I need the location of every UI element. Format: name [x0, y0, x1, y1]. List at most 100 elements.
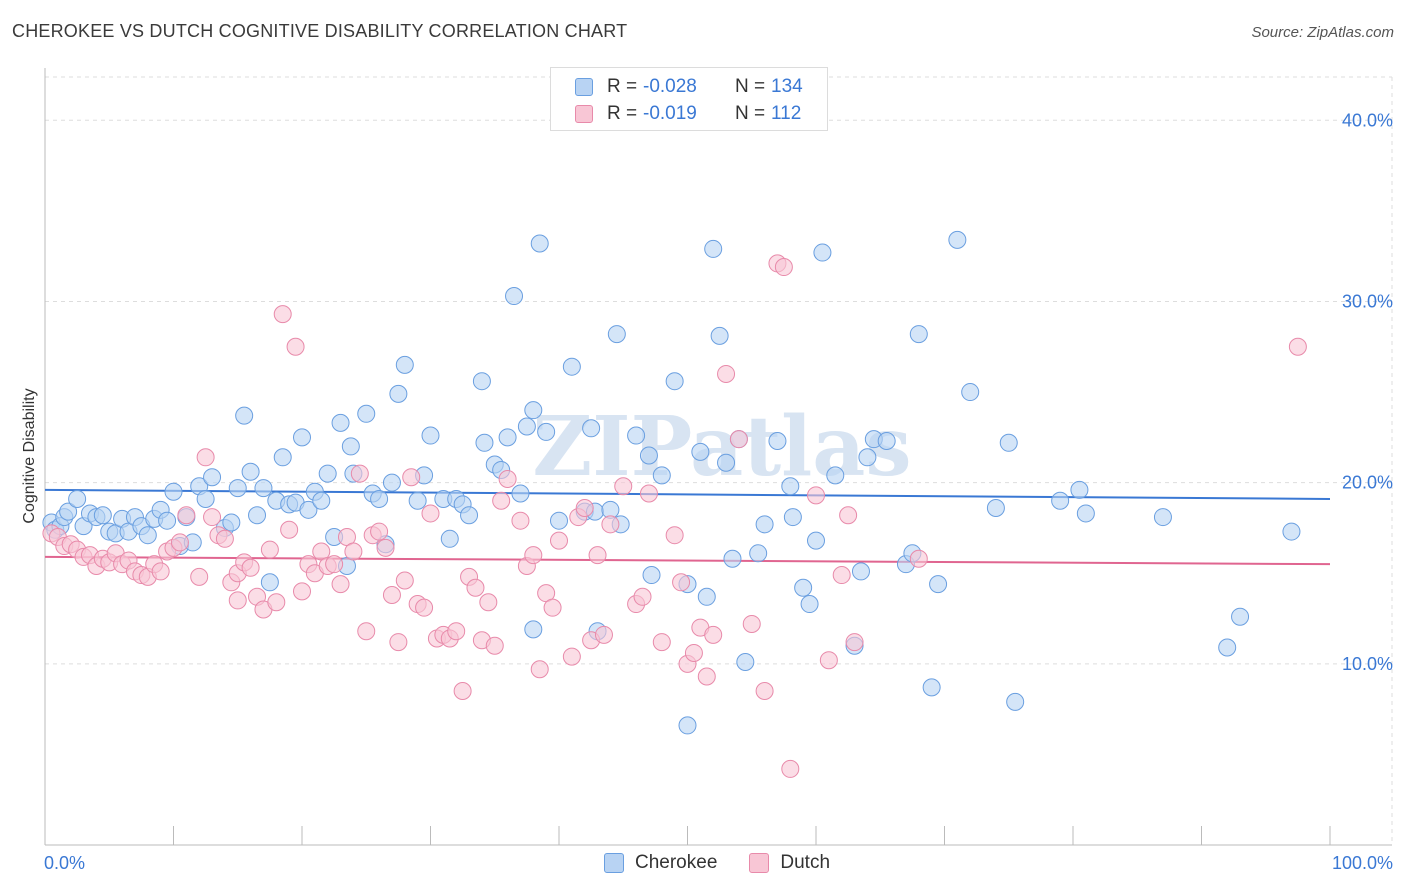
data-point: [819, 651, 838, 670]
data-point: [492, 491, 511, 510]
data-point: [475, 433, 494, 452]
data-point: [562, 647, 581, 666]
data-point: [697, 667, 716, 686]
data-point: [530, 660, 549, 679]
data-point: [460, 506, 479, 525]
data-point: [312, 491, 331, 510]
data-point: [639, 446, 658, 465]
data-point: [550, 511, 568, 530]
y-tick-label: 30.0%: [1342, 291, 1393, 311]
trend-line-dutch: [44, 555, 1331, 566]
data-point: [826, 466, 845, 485]
data-point: [1282, 522, 1301, 541]
data-point: [350, 464, 369, 483]
legend-row-cherokee: R = -0.028 N = 134: [575, 75, 803, 99]
data-point: [138, 526, 157, 545]
data-point: [704, 239, 723, 258]
data-point: [472, 372, 491, 391]
data-point: [851, 562, 870, 581]
legend-item-cherokee[interactable]: Cherokee: [604, 852, 717, 874]
data-point: [736, 653, 755, 672]
data-point: [331, 413, 350, 432]
data-point: [800, 595, 819, 614]
data-point: [575, 499, 594, 518]
data-point: [704, 625, 723, 644]
data-point: [498, 470, 517, 489]
data-point: [858, 448, 877, 467]
data-point: [742, 614, 761, 633]
data-point: [642, 566, 661, 585]
data-point: [601, 515, 620, 534]
data-point: [697, 587, 716, 606]
data-point: [524, 401, 543, 420]
data-point: [729, 430, 748, 449]
data-point: [755, 515, 774, 534]
data-point: [672, 573, 691, 592]
data-point: [550, 531, 568, 550]
data-point: [524, 546, 543, 565]
data-point: [652, 466, 671, 485]
data-point: [59, 502, 78, 521]
data-point: [376, 538, 395, 557]
data-point: [582, 419, 601, 438]
data-point: [1006, 692, 1025, 711]
legend-label-cherokee: Cherokee: [635, 852, 718, 873]
legend-swatch-dutch: [575, 105, 593, 123]
legend-r-label: R =: [607, 103, 638, 124]
data-point: [948, 230, 967, 249]
data-point: [594, 625, 613, 644]
data-point: [395, 355, 414, 374]
data-point: [382, 473, 401, 492]
source-label: Source: ZipAtlas.com: [1251, 24, 1394, 41]
legend-r-label: R =: [607, 76, 638, 97]
legend-item-dutch[interactable]: Dutch: [749, 852, 830, 874]
data-point: [768, 431, 787, 450]
y-tick-label: 40.0%: [1342, 110, 1393, 130]
data-point: [1051, 491, 1070, 510]
data-point: [190, 567, 209, 586]
data-point: [986, 499, 1005, 518]
data-point: [665, 526, 684, 545]
x-tick-label: 100.0%: [1332, 853, 1393, 873]
data-point: [909, 549, 928, 568]
data-point: [370, 489, 389, 508]
data-point: [749, 544, 768, 563]
data-point: [341, 437, 360, 456]
data-point: [710, 326, 729, 345]
data-point: [511, 484, 530, 503]
data-point: [93, 506, 112, 525]
data-point: [389, 633, 408, 652]
data-point: [325, 555, 344, 574]
data-point: [922, 678, 941, 697]
data-point: [1288, 337, 1307, 356]
data-point: [248, 506, 267, 525]
data-point: [517, 417, 536, 436]
data-point: [562, 357, 581, 376]
data-point: [415, 598, 434, 617]
data-point: [196, 489, 215, 508]
watermark: ZIPatlas: [532, 399, 911, 495]
series-legend: Cherokee Dutch: [604, 852, 862, 874]
y-axis-label: Cognitive Disability: [21, 388, 38, 523]
data-point: [273, 448, 292, 467]
data-point: [203, 468, 222, 487]
data-point: [440, 529, 459, 548]
data-point: [228, 591, 247, 610]
data-point: [627, 426, 646, 445]
legend-n-value: 134: [771, 76, 803, 97]
data-point: [807, 531, 825, 550]
data-point: [588, 546, 607, 565]
series-cherokee: [42, 230, 1301, 735]
data-point: [961, 383, 980, 402]
x-tick-label: 0.0%: [44, 853, 85, 873]
data-point: [203, 508, 222, 527]
data-point: [254, 479, 273, 498]
chart-title: CHEROKEE VS DUTCH COGNITIVE DISABILITY C…: [12, 21, 628, 41]
data-point: [479, 593, 498, 612]
data-point: [678, 716, 697, 735]
legend-r-value: -0.028: [643, 76, 697, 97]
data-point: [639, 484, 658, 503]
data-point: [498, 428, 517, 447]
data-point: [241, 558, 260, 577]
